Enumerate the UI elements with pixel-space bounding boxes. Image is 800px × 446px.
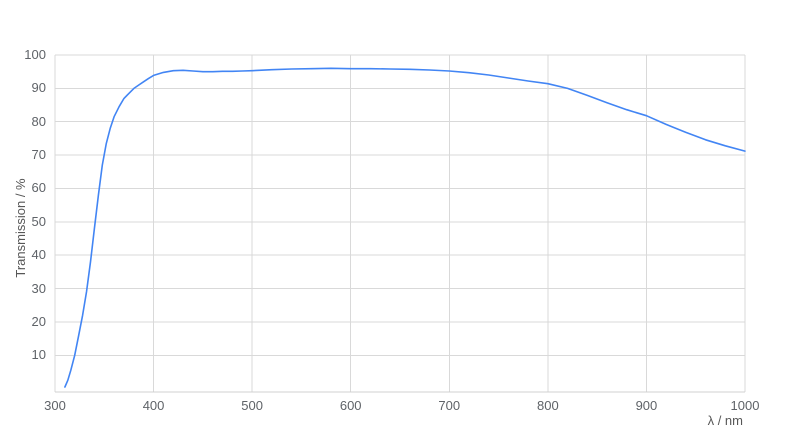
x-tick-label: 400 [142,398,165,413]
y-tick-label: 30 [31,280,46,296]
y-tick-label: 90 [31,80,46,96]
y-tick-label: 70 [31,147,46,163]
y-tick-label: 20 [31,313,46,329]
x-tick-label: 700 [438,398,461,413]
x-tick-label: 1000 [730,398,760,413]
y-tick-label: 40 [31,247,46,263]
y-tick-label: 80 [31,113,46,129]
x-tick-label: 800 [536,398,559,413]
x-axis-title: λ / nm [707,413,743,428]
y-axis-title: Transmission / % [13,178,28,278]
x-tick-label: 600 [339,398,362,413]
y-tick-label: 10 [31,347,46,363]
y-tick-label: 50 [31,213,46,229]
transmission-line [64,67,746,388]
x-tick-label: 500 [241,398,263,413]
x-tick-label: 900 [635,398,658,413]
y-tick-label: 60 [31,180,46,196]
y-tick-label: 100 [24,47,46,62]
x-tick-label: 300 [44,398,66,413]
